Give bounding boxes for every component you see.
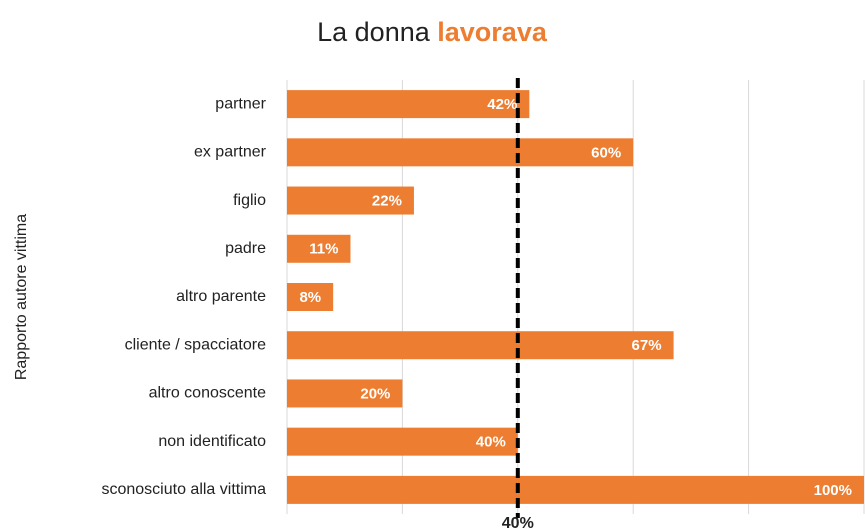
y-axis-label: Rapporto autore vittima <box>13 214 30 380</box>
value-label: 11% <box>309 241 338 258</box>
bar <box>287 427 518 456</box>
bar <box>287 138 634 167</box>
reference-label: 40% <box>502 515 534 532</box>
title-emphasis: lavorava <box>437 17 548 47</box>
value-label: 100% <box>814 482 852 499</box>
value-label: 60% <box>591 144 621 161</box>
y-tick-label: ex partner <box>194 144 267 161</box>
value-label: 20% <box>360 385 390 402</box>
y-tick-label: sconosciuto alla vittima <box>101 481 266 498</box>
value-label: 22% <box>372 193 402 210</box>
y-tick-label: figlio <box>233 192 266 209</box>
bar <box>287 90 530 119</box>
bar <box>287 379 403 408</box>
bar <box>287 475 864 504</box>
title-main: La donna <box>317 17 431 47</box>
y-tick-label: cliente / spacciatore <box>125 336 267 353</box>
y-tick-label: non identificato <box>158 433 266 450</box>
bar <box>287 331 674 360</box>
y-tick-label: padre <box>225 240 266 257</box>
y-tick-label: altro parente <box>176 288 266 305</box>
y-tick-label: altro conoscente <box>149 385 267 402</box>
value-label: 40% <box>476 434 506 451</box>
bar <box>287 234 351 263</box>
value-label: 8% <box>299 289 321 306</box>
chart-title: La donna lavorava <box>317 17 548 47</box>
y-tick-label: partner <box>215 95 266 112</box>
value-label: 67% <box>632 337 662 354</box>
value-label: 42% <box>487 96 517 113</box>
bar <box>287 186 414 215</box>
bar <box>287 283 334 311</box>
